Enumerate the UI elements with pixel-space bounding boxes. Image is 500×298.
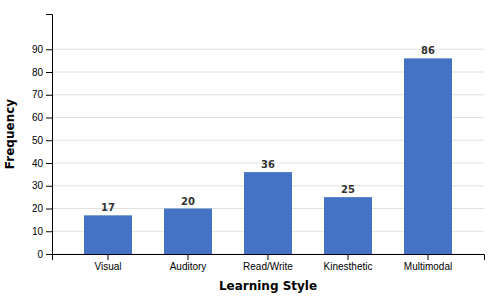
plot: Visual Auditory Read/Write Kinesthetic Multi… bbox=[32, 15, 485, 273]
x-tick: Visual bbox=[94, 254, 121, 272]
y-axis-title: Frequency bbox=[3, 99, 17, 169]
y-tick-label: 0 bbox=[37, 249, 43, 260]
y-tick: 20 bbox=[32, 203, 52, 214]
y-tick-mark bbox=[46, 140, 52, 141]
y-tick-label: 40 bbox=[32, 158, 44, 169]
y-tick-label: 70 bbox=[32, 89, 44, 100]
x-tick-mark bbox=[428, 254, 429, 260]
chart: Visual Auditory Read/Write Kinesthetic Multi… bbox=[0, 0, 500, 298]
x-tick-label: Kinesthetic bbox=[324, 261, 373, 272]
bars bbox=[84, 58, 452, 254]
y-tick: 40 bbox=[32, 158, 52, 169]
y-tick-mark bbox=[46, 118, 52, 119]
grid-line bbox=[52, 49, 484, 50]
data-label: 17 bbox=[101, 202, 115, 213]
bar bbox=[324, 197, 372, 254]
x-axis-title: Learning Style bbox=[219, 279, 317, 293]
data-label: 36 bbox=[261, 159, 275, 170]
bar bbox=[84, 215, 132, 254]
y-tick-label: 60 bbox=[32, 112, 44, 123]
x-tick-mark bbox=[188, 254, 189, 260]
x-tick: Read/Write bbox=[243, 254, 293, 272]
data-label: 25 bbox=[341, 184, 355, 195]
x-tick-mark bbox=[108, 254, 109, 260]
data-label: 86 bbox=[421, 45, 435, 56]
grid bbox=[52, 49, 484, 254]
y-tick-mark bbox=[46, 72, 52, 73]
y-tick: 50 bbox=[32, 135, 52, 146]
x-tick: Auditory bbox=[170, 254, 207, 272]
data-labels: 17 20 36 25 86 bbox=[101, 45, 435, 213]
y-tick-label: 80 bbox=[32, 67, 44, 78]
y-tick: 60 bbox=[32, 112, 52, 123]
y-tick-mark bbox=[46, 209, 52, 210]
bar bbox=[164, 209, 212, 254]
y-tick: 90 bbox=[32, 44, 52, 55]
x-axis-line bbox=[53, 255, 485, 261]
y-tick-mark bbox=[46, 49, 52, 50]
x-tick: Multimodal bbox=[404, 254, 452, 272]
bar bbox=[404, 58, 452, 254]
y-tick-label: 30 bbox=[32, 180, 44, 191]
y-axis-line bbox=[46, 15, 53, 255]
x-tick-label: Visual bbox=[94, 261, 121, 272]
y-tick: 30 bbox=[32, 180, 52, 191]
x-tick: Kinesthetic bbox=[324, 254, 373, 272]
bar bbox=[244, 172, 292, 254]
y-tick: 0 bbox=[37, 249, 52, 260]
y-tick-mark bbox=[46, 95, 52, 96]
y-tick-mark bbox=[46, 186, 52, 187]
x-tick-mark bbox=[348, 254, 349, 260]
y-tick-mark bbox=[46, 254, 52, 255]
x-tick-label: Multimodal bbox=[404, 261, 452, 272]
x-axis: Visual Auditory Read/Write Kinesthetic Multi… bbox=[53, 254, 485, 272]
y-tick-mark bbox=[46, 231, 52, 232]
y-axis: 0 10 20 30 40 50 60 70 80 90 bbox=[32, 15, 53, 260]
y-tick: 10 bbox=[32, 226, 52, 237]
y-tick-label: 10 bbox=[32, 226, 44, 237]
y-tick-label: 50 bbox=[32, 135, 44, 146]
x-tick-mark bbox=[268, 254, 269, 260]
y-tick-label: 90 bbox=[32, 44, 44, 55]
y-tick-mark bbox=[46, 163, 52, 164]
x-tick-label: Read/Write bbox=[243, 261, 293, 272]
x-tick-label: Auditory bbox=[170, 261, 207, 272]
y-tick: 70 bbox=[32, 89, 52, 100]
y-tick: 80 bbox=[32, 67, 52, 78]
y-tick-label: 20 bbox=[32, 203, 44, 214]
data-label: 20 bbox=[181, 196, 195, 207]
